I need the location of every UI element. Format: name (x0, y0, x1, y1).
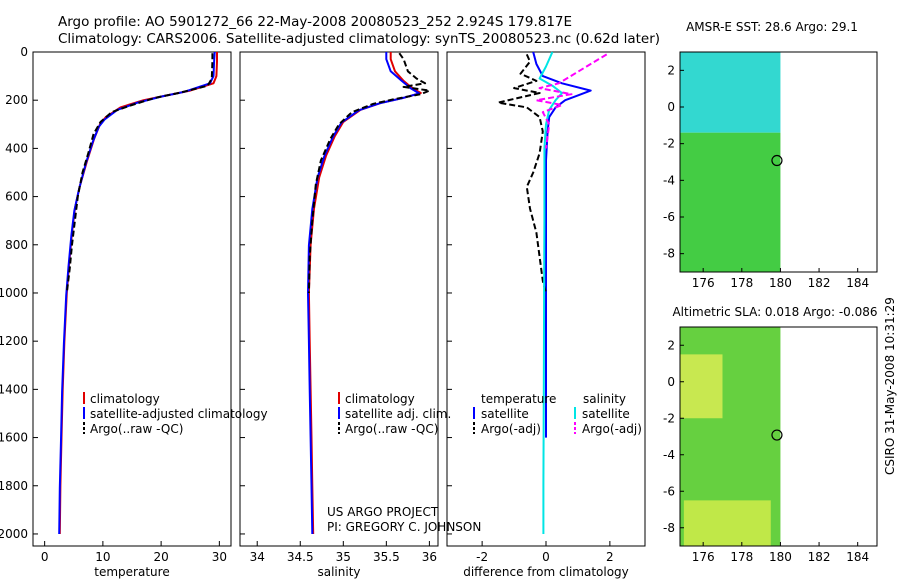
series-line-satellite-adj-clim- (307, 52, 421, 535)
legend-label-temp-argo: Argo(-adj) (481, 422, 541, 436)
series-line-satellite-adjusted-climatology (58, 51, 216, 535)
difference-legend: temperature satellite Argo(-adj) salinit… (473, 392, 642, 436)
y-tick-label: -8 (663, 247, 675, 261)
x-axis-label: salinity (317, 565, 360, 579)
y-tick-label: -2 (663, 411, 675, 425)
x-tick-label: 35 (336, 550, 351, 564)
salinity-legend: climatology satellite adj. clim. Argo(..… (338, 392, 451, 436)
x-tick-label: 178 (730, 550, 753, 564)
x-tick-label: 182 (808, 276, 831, 290)
series-line-salinity-satellite (538, 51, 563, 534)
project-credit-line2: PI: GREGORY C. JOHNSON (327, 520, 481, 534)
salinity-plot: 34 34.5 35 35.5 36 salinity (240, 51, 437, 579)
y-tick-label: 0 (667, 375, 675, 389)
x-tick-label: 178 (730, 276, 753, 290)
y-tick-label: 1400 (0, 382, 28, 396)
temperature-legend: climatology satellite-adjusted climatolo… (83, 392, 268, 436)
float-position-marker (771, 154, 783, 167)
x-tick-label: 10 (95, 550, 110, 564)
legend-heading-salinity: salinity (583, 392, 626, 406)
x-tick-label: 182 (808, 550, 831, 564)
x-tick-label: 180 (769, 276, 792, 290)
y-tick-label: 1000 (0, 286, 28, 300)
map-region-warm (680, 52, 781, 133)
x-tick-label: 184 (846, 276, 869, 290)
y-tick-label: 800 (5, 238, 28, 252)
float-position-marker (771, 429, 783, 441)
legend-label-argo: Argo(..raw -QC) (345, 422, 438, 436)
map-frame (679, 326, 878, 547)
x-tick-label: 20 (153, 550, 168, 564)
sst-map: 176 178 180 182 184 2 0 -2 -4 -6 -8 (663, 51, 878, 290)
x-tick-label: -2 (476, 550, 488, 564)
legend-label-sal-satellite: satellite (582, 407, 630, 421)
y-tick-label: -2 (663, 137, 675, 151)
y-tick-label: 1600 (0, 431, 28, 445)
y-tick-label: 2 (667, 338, 675, 352)
y-tick-label: 0 (667, 100, 675, 114)
legend-label-satellite: satellite-adjusted climatology (90, 407, 268, 421)
x-tick-label: 35.5 (373, 550, 400, 564)
temperature-plot: 0 10 20 30 0 200 400 600 800 1000 1200 1400 1600 1800… (0, 45, 227, 579)
temperature-axes-frame (32, 51, 232, 547)
x-tick-label: 30 (212, 550, 227, 564)
map-region-high-south (683, 500, 771, 546)
figure-title-line2: Climatology: CARS2006. Satellite-adjuste… (58, 31, 660, 47)
legend-label-climatology: climatology (90, 392, 160, 406)
y-tick-label: -4 (663, 173, 675, 187)
x-tick-label: 176 (692, 276, 715, 290)
side-timestamp: CSIRO 31-May-2008 10:31:29 (883, 297, 897, 475)
x-axis-label: temperature (94, 565, 169, 579)
y-tick-label: 1800 (0, 479, 28, 493)
figure-title-line1: Argo profile: AO 5901272_66 22-May-2008 … (58, 14, 572, 30)
series-line-climatology (58, 52, 218, 535)
y-tick-label: 0 (20, 45, 28, 59)
salinity-axes-frame (239, 51, 439, 547)
x-tick-label: 36 (422, 550, 437, 564)
y-tick-label: 2 (667, 63, 675, 77)
x-tick-label: 34 (250, 550, 265, 564)
y-tick-label: 2000 (0, 527, 28, 541)
series-line-argo-raw-qc- (307, 52, 431, 294)
y-tick-label: 600 (5, 190, 28, 204)
x-tick-label: 176 (692, 550, 715, 564)
x-tick-label: 184 (846, 550, 869, 564)
x-tick-label: 2 (606, 550, 614, 564)
map-frame (679, 51, 878, 273)
x-tick-label: 0 (542, 550, 550, 564)
legend-label-sal-argo: Argo(-adj) (582, 422, 642, 436)
x-tick-label: 0 (41, 550, 49, 564)
sst-map-title: AMSR-E SST: 28.6 Argo: 29.1 (686, 20, 858, 34)
legend-label-satellite: satellite adj. clim. (345, 407, 451, 421)
project-credit-line1: US ARGO PROJECT (327, 505, 439, 519)
x-tick-label: 34.5 (287, 550, 314, 564)
legend-label-temp-satellite: satellite (481, 407, 529, 421)
series-line-temperature-argo-adj- (497, 53, 547, 294)
x-tick-label: 180 (769, 550, 792, 564)
y-tick-label: 200 (5, 93, 28, 107)
sla-map-title: Altimetric SLA: 0.018 Argo: -0.086 (672, 305, 877, 319)
series-line-temperature-satellite (532, 51, 592, 438)
series-line-climatology (307, 52, 422, 535)
sla-map: 176 178 180 182 184 2 0 -2 -4 -6 -8 (663, 326, 878, 564)
x-axis-label: difference from climatology (463, 565, 629, 579)
y-tick-label: 400 (5, 141, 28, 155)
legend-label-climatology: climatology (345, 392, 415, 406)
series-line-argo-raw-qc- (65, 53, 214, 294)
map-region-cooler (680, 132, 781, 272)
series-line-salinity-argo-adj- (535, 53, 608, 149)
y-tick-label: -6 (663, 484, 675, 498)
y-tick-label: -4 (663, 448, 675, 462)
legend-label-argo: Argo(..raw -QC) (90, 422, 183, 436)
map-region-high-north (680, 354, 723, 419)
y-tick-label: -8 (663, 521, 675, 535)
y-tick-label: -6 (663, 210, 675, 224)
y-tick-label: 1200 (0, 334, 28, 348)
legend-heading-temperature: temperature (481, 392, 556, 406)
